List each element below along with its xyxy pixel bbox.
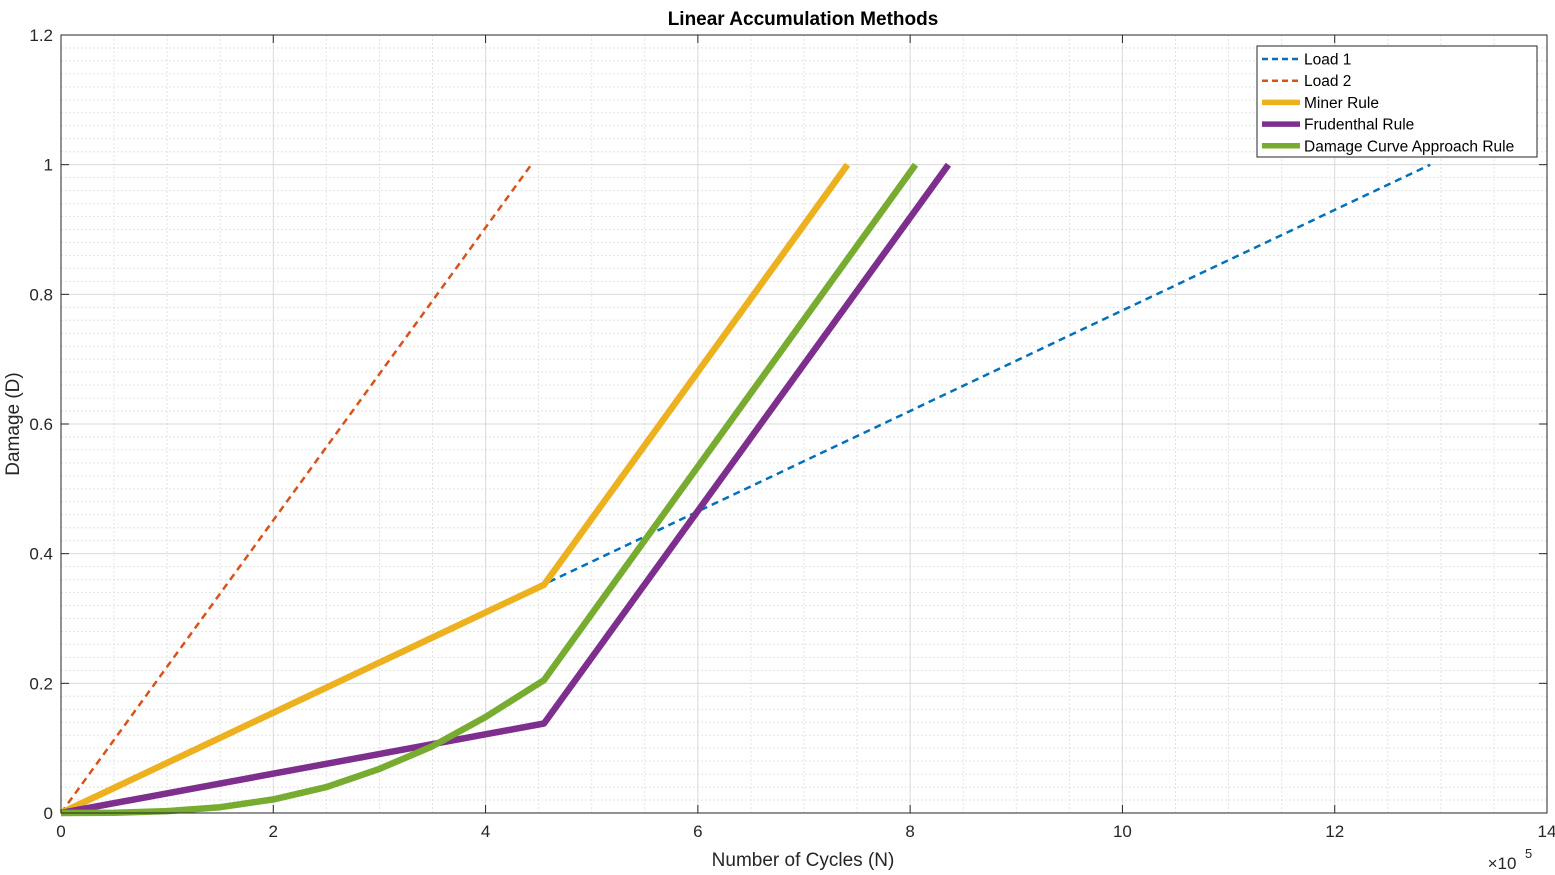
legend-item-load-2: Load 2: [1262, 73, 1351, 90]
x-tick-label: 4: [481, 822, 490, 841]
miner-rule-line: [59, 162, 851, 816]
x-exponent-power: 5: [1525, 846, 1532, 861]
legend-box: [1256, 45, 1538, 158]
series-layer: [59, 162, 1431, 817]
x-tick-label: 12: [1325, 822, 1344, 841]
x-axis-title: Number of Cycles (N): [712, 850, 895, 871]
x-tick-label: 14: [1538, 822, 1555, 841]
legend-item-damage-curve-approach-rule: Damage Curve Approach Rule: [1262, 138, 1514, 155]
y-tick-label: 0.6: [29, 415, 53, 434]
x-tick-label: 2: [269, 822, 278, 841]
x-tick-label: 8: [905, 822, 914, 841]
damage-curve-approach-rule-line: [60, 162, 919, 817]
x-tick-label: 0: [56, 822, 65, 841]
y-tick-labels: 0 0.2 0.4 0.6 0.8 1 1.2: [29, 26, 53, 823]
legend-label: Miner Rule: [1304, 95, 1379, 112]
x-exponent-base: ×10: [1488, 854, 1517, 873]
load-2-line: [59, 163, 533, 814]
legend-label: Load 2: [1304, 73, 1351, 90]
y-axis-title: Damage (D): [3, 372, 24, 475]
tick-marks: [60, 34, 1548, 814]
x-tick-label: 6: [693, 822, 702, 841]
y-tick-label: 0.2: [29, 674, 53, 693]
frudenthal-rule-line: [60, 162, 952, 817]
legend-item-load-1: Load 1: [1262, 52, 1351, 69]
legend-item-miner-rule: Miner Rule: [1262, 95, 1379, 112]
x-axis-exponent: ×10 5: [1488, 846, 1533, 873]
x-tick-label: 10: [1113, 822, 1132, 841]
y-tick-label: 0.8: [29, 285, 53, 304]
y-tick-label: 1: [44, 156, 53, 175]
x-tick-labels: 0 2 4 6 8 10 12 14: [56, 822, 1555, 841]
legend-item-frudenthal-rule: Frudenthal Rule: [1262, 117, 1414, 134]
legend-label: Load 1: [1304, 52, 1351, 69]
legend: Load 1 Load 2 Miner Rule Frudenthal Rule Dam…: [1256, 45, 1538, 158]
y-tick-label: 0: [44, 804, 53, 823]
y-tick-label: 0.4: [29, 545, 53, 564]
y-tick-label: 1.2: [29, 26, 53, 45]
chart-title: Linear Accumulation Methods: [668, 9, 939, 30]
legend-label: Damage Curve Approach Rule: [1304, 138, 1514, 155]
legend-label: Frudenthal Rule: [1304, 117, 1414, 134]
